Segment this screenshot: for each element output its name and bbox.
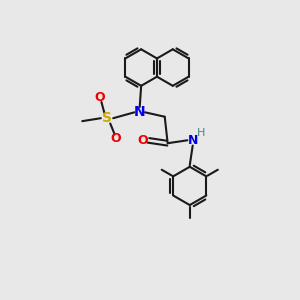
Text: N: N	[188, 134, 198, 147]
Text: H: H	[197, 128, 206, 138]
Text: O: O	[137, 134, 148, 147]
Text: N: N	[134, 105, 146, 119]
Text: O: O	[111, 132, 122, 145]
Text: O: O	[94, 91, 105, 104]
Text: S: S	[102, 111, 112, 125]
